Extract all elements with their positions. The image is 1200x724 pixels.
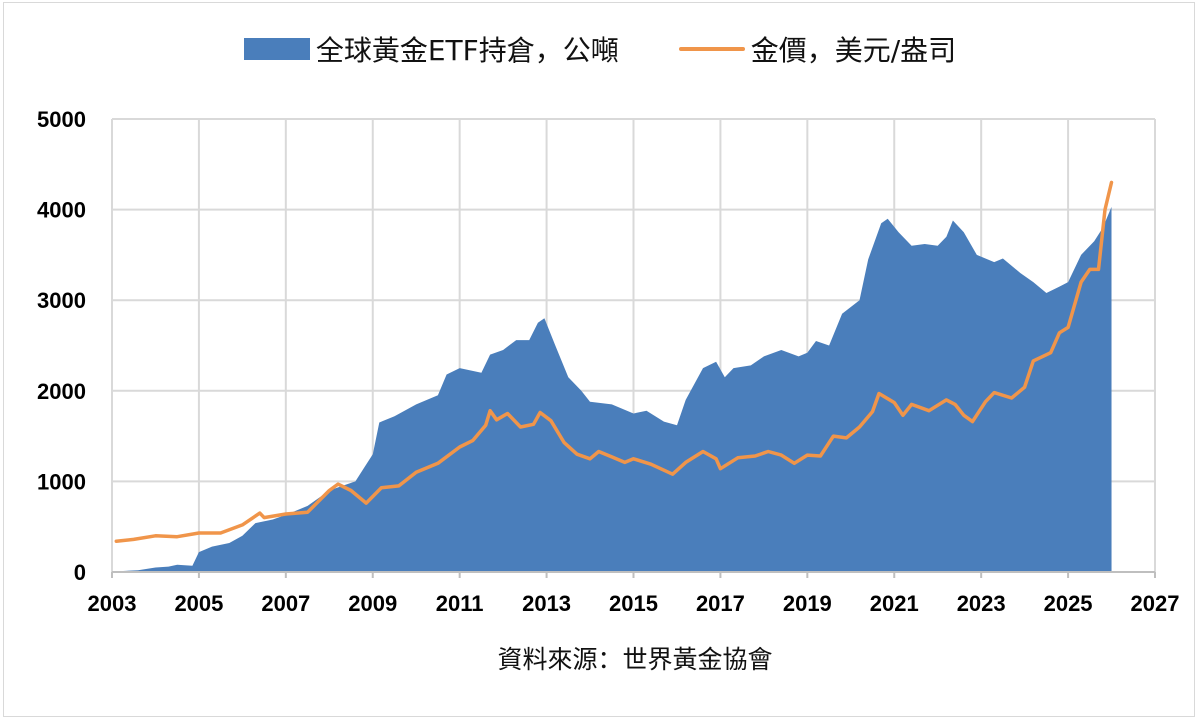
x-tick-label: 2023 xyxy=(957,591,1006,616)
y-axis-ticks: 0 1000 2000 3000 4000 5000 xyxy=(37,107,86,585)
legend-label-etf: 全球黃金ETF持倉，公噸 xyxy=(315,34,619,67)
y-tick-label: 5000 xyxy=(37,107,86,132)
y-tick-label: 2000 xyxy=(37,379,86,404)
legend-item-etf: 全球黃金ETF持倉，公噸 xyxy=(243,29,619,69)
x-tick-label: 2007 xyxy=(261,591,310,616)
x-tick-label: 2017 xyxy=(696,591,745,616)
x-tick-label: 2003 xyxy=(88,591,137,616)
y-tick-label: 0 xyxy=(74,560,86,585)
legend-label-gold: 金價，美元/盎司 xyxy=(750,34,957,67)
x-axis-ticks: 2003 2005 2007 2009 2011 2013 2015 2017 2019 2021… xyxy=(88,591,1180,616)
chart-legend: 全球黃金ETF持倉，公噸 金價，美元/盎司 xyxy=(0,24,1200,74)
legend-item-gold: 金價，美元/盎司 xyxy=(678,29,957,69)
x-tick-label: 2019 xyxy=(783,591,832,616)
y-tick-label: 3000 xyxy=(37,288,86,313)
x-tick-label: 2027 xyxy=(1131,591,1180,616)
x-tick-label: 2021 xyxy=(870,591,919,616)
legend-swatch-gold xyxy=(678,47,745,51)
x-tick-label: 2005 xyxy=(174,591,223,616)
chart-frame xyxy=(3,2,1195,717)
gold-price-line xyxy=(114,180,1114,543)
etf-holdings-area xyxy=(120,206,1112,572)
y-tick-label: 1000 xyxy=(37,469,86,494)
legend-swatch-etf xyxy=(243,38,310,60)
x-tick-label: 2009 xyxy=(348,591,397,616)
x-tick-label: 2013 xyxy=(522,591,571,616)
axes xyxy=(111,571,1156,578)
y-tick-label: 4000 xyxy=(37,198,86,223)
x-tick-label: 2015 xyxy=(609,591,658,616)
x-tick-label: 2011 xyxy=(436,591,484,616)
source-note: 資料來源：世界黃金協會 xyxy=(497,645,773,674)
x-tick-label: 2025 xyxy=(1044,591,1093,616)
